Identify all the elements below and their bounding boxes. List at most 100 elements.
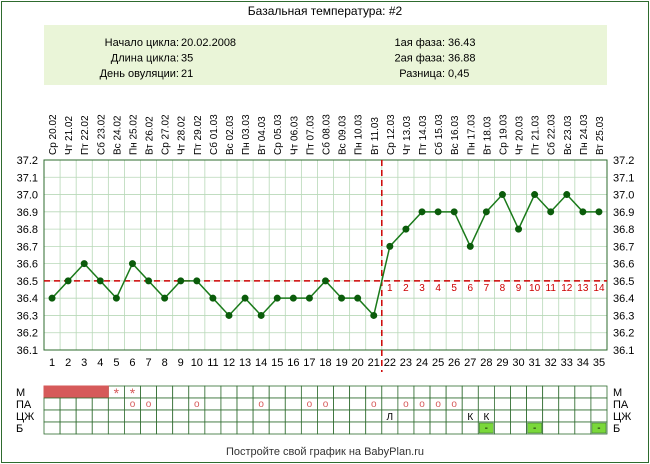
row-cell [349,385,367,399]
y-tick-right: 36.5 [613,276,634,288]
y-tick-right: 36.3 [613,310,634,322]
luteal-day-label: 7 [484,283,490,294]
temperature-point [161,294,169,302]
row-cell [477,397,495,411]
row-cell [107,421,125,435]
temperature-point [289,294,297,302]
day-number: 5 [113,357,119,369]
row-cell [317,421,334,435]
circle-mark: o [419,399,425,410]
circle-mark: o [451,399,457,410]
row-cell [445,409,463,423]
row-cell [590,397,608,411]
row-cell [284,397,302,411]
green-cell-text: - [597,423,600,434]
day-number: 14 [255,357,267,369]
row-cell [381,421,399,435]
y-tick-right: 36.2 [613,328,634,340]
date-label: Вт 26.02 [145,116,156,155]
day-number: 35 [593,357,605,369]
row-cell [236,397,254,411]
star-mark: * [114,385,120,401]
day-number: 34 [577,357,589,369]
temperature-point [128,260,136,268]
date-label: Сб 15.03 [433,114,445,155]
temperature-point [547,208,555,216]
row-cell [59,421,77,435]
date-label: Вс 16.03 [450,115,461,155]
luteal-day-label: 13 [577,283,589,294]
row-cell [574,385,592,399]
row-cell [124,409,141,423]
day-number: 32 [545,357,557,369]
row-cell [413,421,431,435]
luteal-day-label: 4 [435,283,441,294]
row-cell [252,385,270,399]
day-number: 16 [287,357,299,369]
date-label: Вс 24.02 [112,115,123,155]
row-cell [172,397,190,411]
chart-title: Базальная температура: #2 [248,4,403,18]
date-label: Пт 14.03 [418,115,429,155]
luteal-day-label: 14 [593,283,605,294]
row-cell [510,421,527,435]
circle-mark: o [323,399,329,410]
row-cell [526,409,544,423]
day-number: 17 [303,357,315,369]
day-number: 27 [464,357,476,369]
summary-right-value: 36.43 [448,37,476,49]
temperature-point [386,242,394,250]
y-tick-left: 36.6 [17,259,38,271]
summary-left-label: Начало цикла: [105,37,179,49]
row-cell [349,409,367,423]
row-label-right: Б [613,423,620,435]
date-label: Пт 29.02 [193,115,204,155]
row-cell [542,409,560,423]
row-cell [220,385,238,399]
date-label: Вт 25.03 [595,116,606,155]
row-cell [236,385,254,399]
date-label: Чт 21.02 [64,116,75,155]
green-cell [591,422,607,434]
temperature-point [241,294,249,302]
row-cell [429,385,447,399]
temperature-point [177,277,185,285]
row-cell [43,409,61,423]
y-tick-right: 36.9 [613,207,634,219]
row-label-left: Б [16,423,23,435]
row-cell [349,397,367,411]
row-label-right: ПА [613,399,629,411]
day-number: 31 [528,357,540,369]
row-label-right: ЦЖ [613,411,631,423]
date-label: Сб 08.03 [321,114,333,155]
day-number: 20 [352,357,364,369]
luteal-day-label: 11 [546,283,557,294]
summary-left-value: 21 [181,68,193,80]
row-cell [397,409,415,423]
y-tick-left: 37.2 [17,155,38,167]
row-cell [91,409,109,423]
date-label: Чт 28.02 [177,116,188,155]
day-number: 11 [207,357,218,369]
row-cell [107,409,125,423]
row-cell [252,409,270,423]
day-number: 7 [145,357,151,369]
day-number: 18 [319,357,331,369]
row-cell [413,409,431,423]
circle-mark: o [403,399,409,410]
y-tick-left: 36.8 [17,224,38,236]
temperature-point [145,277,153,285]
day-number: 3 [81,357,87,369]
mens-cell [91,385,109,399]
temperature-line [51,193,599,317]
row-cell [107,397,125,411]
row-cell [220,409,238,423]
row-cell [156,397,174,411]
temperature-point [402,225,410,233]
day-number: 33 [561,357,573,369]
summary-box [44,25,607,85]
row-cell [91,397,109,411]
row-cell [300,421,318,435]
temperature-point [112,294,120,302]
